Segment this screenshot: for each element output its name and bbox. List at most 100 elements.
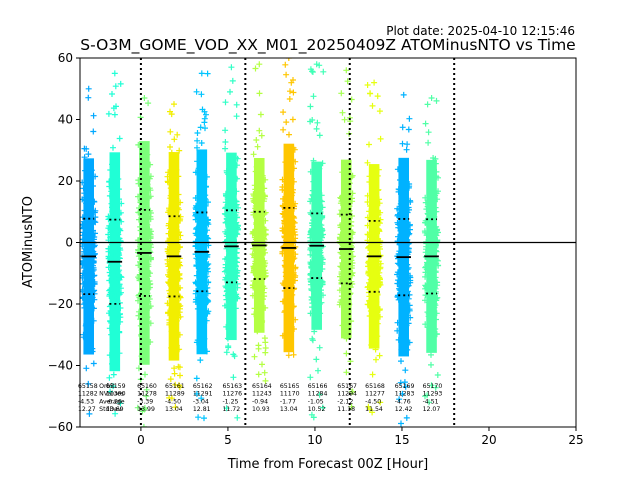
- orbit-65162-point: [202, 253, 209, 260]
- orbit-65168-point: [375, 166, 382, 173]
- orbit-65169-point: [403, 414, 410, 421]
- orbit-65166-point: [319, 234, 325, 241]
- orbit-65159-point: [106, 374, 113, 381]
- orbit-65162-max-point: [198, 70, 205, 77]
- orbit-65165-point: [291, 165, 297, 172]
- orbit-65160-point: [145, 269, 152, 276]
- orbit-65161-point: [175, 191, 182, 198]
- orbit-65168-point: [369, 292, 376, 299]
- orbit-65165-point: [284, 236, 291, 243]
- orbit-65161-point: [173, 195, 180, 202]
- orbit-65161-point: [170, 305, 177, 312]
- orbit-65162-point: [201, 115, 208, 122]
- orbit-65169-point: [401, 232, 408, 239]
- orbit-65170-point: [433, 208, 440, 215]
- orbit-65166-point: [310, 295, 316, 302]
- orbit-65160-point: [142, 223, 149, 230]
- orbit-65161-point: [166, 394, 173, 401]
- orbit-65168-point: [366, 141, 372, 148]
- orbit-65159-point: [114, 215, 121, 222]
- orbit-65165-point: [288, 192, 295, 199]
- orbit-65159-point: [117, 305, 124, 311]
- orbit-65158-point: [82, 167, 89, 174]
- orbit-65167-point: [341, 325, 348, 332]
- orbit-65166-point: [311, 278, 318, 285]
- orbit-65163-point: [233, 222, 240, 229]
- orbit-65158-point: [88, 192, 94, 199]
- orbit-65162-point: [197, 124, 204, 131]
- orbit-65163-point: [233, 198, 240, 205]
- orbit-65161-point: [175, 363, 182, 370]
- orbit-65169-point: [399, 245, 406, 252]
- orbit-65167-point: [343, 219, 350, 226]
- orbit-65165-point: [286, 96, 293, 102]
- orbit-65164-point: [258, 251, 265, 258]
- orbit-65166-point: [309, 261, 316, 268]
- orbit-65163-point: [227, 88, 233, 95]
- orbit-65170-max-point: [428, 95, 435, 101]
- orbit-65160-point: [143, 386, 150, 393]
- orbit-65170-point: [422, 292, 429, 299]
- orbit-65164-point: [262, 304, 269, 311]
- orbit-65159-point: [116, 235, 123, 242]
- orbit-65168-point: [366, 261, 373, 268]
- orbit-65164-point: [254, 315, 261, 322]
- orbit-65159-point: [106, 269, 113, 276]
- orbit-65159-point: [113, 185, 120, 192]
- orbit-65162-point: [199, 270, 206, 277]
- orbit-65161-point: [177, 372, 183, 379]
- orbit-65167-point: [344, 167, 351, 174]
- orbit-65159-point: [109, 177, 116, 184]
- orbit-65170-point: [429, 206, 436, 213]
- orbit-65161-point: [173, 166, 180, 173]
- orbit-65167-point: [349, 198, 356, 205]
- orbit-65165-point: [285, 290, 292, 297]
- orbit-65159-point: [107, 308, 114, 314]
- orbit-65161-point: [173, 284, 180, 291]
- orbit-stat-text: 11.72: [222, 406, 240, 413]
- orbit-65162-point: [194, 305, 201, 312]
- orbit-65163-point: [235, 204, 241, 211]
- orbit-65164-point: [261, 185, 268, 192]
- orbit-65163-point: [232, 278, 238, 285]
- orbit-65158-point: [80, 331, 87, 338]
- orbit-65170-point: [430, 198, 437, 204]
- orbit-65168-point: [376, 276, 383, 283]
- orbit-65169-point: [405, 126, 412, 133]
- stats-row-label: Orbit: [99, 383, 115, 390]
- orbit-65163-point: [222, 264, 229, 271]
- orbit-65170-point: [433, 310, 440, 317]
- orbit-65166-point: [309, 69, 316, 75]
- orbit-65170-point: [422, 199, 429, 206]
- orbit-65165-point: [280, 228, 287, 234]
- orbit-65162-point: [198, 185, 205, 191]
- orbit-65159-point: [109, 91, 115, 97]
- orbit-65165-point: [289, 223, 296, 230]
- orbit-stat-text: 11300: [106, 391, 126, 398]
- orbit-65164-point: [255, 187, 261, 194]
- orbit-stat-text: 11.54: [365, 406, 383, 413]
- orbit-65168-point: [374, 313, 381, 320]
- orbit-65170-point: [429, 248, 436, 255]
- orbit-65159-point: [117, 285, 124, 292]
- y-tick-label: −60: [48, 420, 73, 434]
- orbit-65164-point: [260, 229, 266, 236]
- orbit-65163-point: [222, 99, 229, 106]
- orbit-65159-point: [113, 297, 120, 304]
- orbit-65164-point: [261, 272, 268, 279]
- orbit-65166-point: [315, 264, 322, 270]
- orbit-65170-point: [430, 168, 437, 175]
- orbit-65161-point: [164, 300, 171, 307]
- orbit-65159-point: [106, 325, 113, 332]
- orbit-65164-point: [257, 205, 264, 212]
- orbit-65170-point: [432, 160, 439, 167]
- orbit-65158-point: [87, 223, 94, 230]
- orbit-65169-point: [396, 261, 402, 268]
- orbit-65164-point: [261, 369, 268, 376]
- orbit-stat-text: 11283: [395, 391, 415, 398]
- orbit-65161-point: [166, 267, 173, 273]
- orbit-65164-point: [253, 163, 260, 170]
- orbit-65161-point: [173, 342, 180, 348]
- orbit-65159-point: [113, 286, 120, 293]
- orbit-65162-point: [193, 204, 200, 210]
